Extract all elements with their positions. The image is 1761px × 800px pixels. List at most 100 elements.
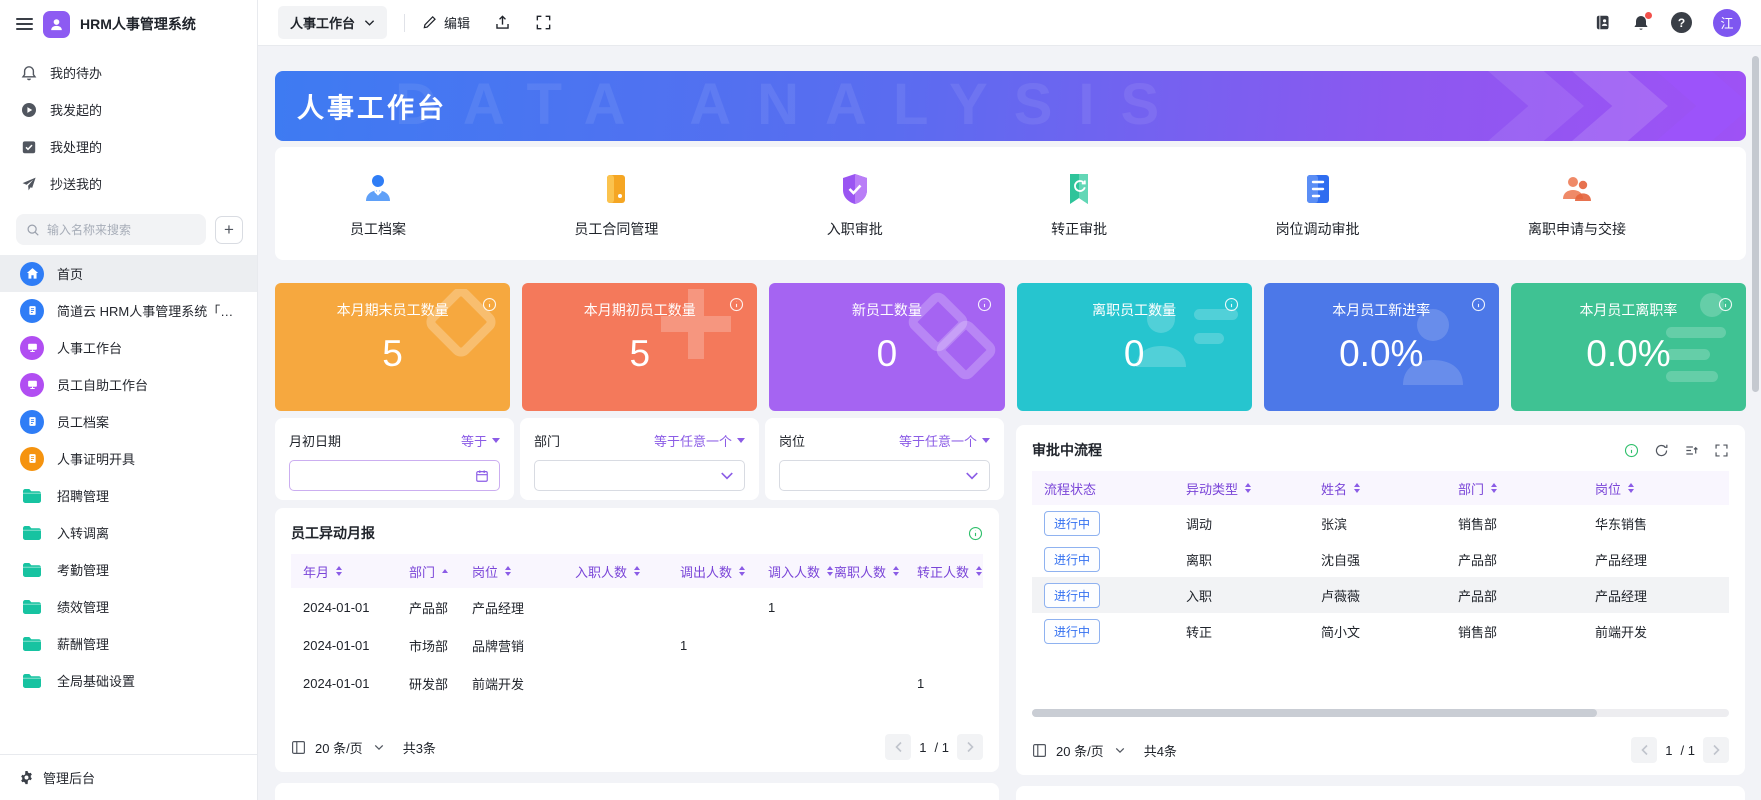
table-row[interactable]: 进行中 调动 张滨 销售部 华东销售 20 <box>1032 505 1729 541</box>
cell-yearmonth: 2024-01-01 <box>303 637 370 653</box>
position-select[interactable] <box>779 460 990 491</box>
search-input[interactable] <box>47 222 196 237</box>
stat-label: 本月员工离职率 <box>1579 302 1678 318</box>
column-header-clipped[interactable]: 提 <box>1720 479 1729 498</box>
stat-card-month-start-headcount: 本月期初员工数量 5 <box>522 283 758 411</box>
user-avatar[interactable]: 江 <box>1713 8 1741 37</box>
sidebar-item-processed-by-me[interactable]: 我处理的 <box>0 128 257 165</box>
sidebar-item-employee-self-workbench[interactable]: 员工自助工作台 <box>0 366 257 403</box>
menu-toggle-icon[interactable] <box>16 18 33 30</box>
notifications-button[interactable] <box>1632 11 1652 32</box>
column-header-clipped[interactable]: 期 <box>973 562 983 581</box>
fullscreen-button[interactable] <box>535 14 552 31</box>
sidebar-item-initiated-by-me[interactable]: 我发起的 <box>0 91 257 128</box>
page-layout-icon[interactable] <box>1032 743 1047 758</box>
info-icon[interactable] <box>482 297 497 315</box>
quick-action-contract-management[interactable]: 员工合同管理 <box>574 168 658 239</box>
info-icon[interactable] <box>1224 297 1239 315</box>
page-size-select[interactable]: 20 条/页 <box>315 740 363 756</box>
column-header-regularization-count[interactable]: 转正人数 <box>905 562 983 581</box>
edit-button[interactable]: 编辑 <box>422 13 470 32</box>
next-page-button[interactable] <box>957 734 983 760</box>
sidebar-item-onboard-transfer-leave[interactable]: 入转调离 <box>0 514 257 551</box>
column-header-position[interactable]: 岗位 <box>460 562 563 581</box>
page-select-dropdown[interactable]: 人事工作台 <box>278 6 388 39</box>
refresh-icon[interactable] <box>1654 443 1669 458</box>
add-app-button[interactable]: + <box>215 215 243 244</box>
card-decoration <box>394 287 504 402</box>
quick-action-transfer-approval[interactable]: 岗位调动审批 <box>1276 168 1360 239</box>
calendar-icon <box>476 469 488 482</box>
quick-action-onboarding-approval[interactable]: 入职审批 <box>827 168 883 239</box>
onboarding-shield-icon <box>834 168 876 210</box>
column-header-flow-status[interactable]: 流程状态 <box>1044 481 1097 497</box>
sidebar-item-my-todo[interactable]: 我的待办 <box>0 54 257 91</box>
quick-action-regularization-approval[interactable]: 转正审批 <box>1051 168 1107 239</box>
help-button[interactable]: ? <box>1671 12 1692 33</box>
sidebar-item-attendance[interactable]: 考勤管理 <box>0 551 257 588</box>
contacts-button[interactable] <box>1594 14 1611 31</box>
share-button[interactable] <box>494 14 511 31</box>
monthly-movement-panel: 员工异动月报 年月 部门 岗位 入职人数 调出人数 调入人数 离职人数 转正人数… <box>275 508 999 772</box>
fullscreen-icon[interactable] <box>1714 443 1729 458</box>
info-icon[interactable] <box>1624 443 1639 458</box>
info-icon[interactable] <box>977 297 992 315</box>
quick-action-employee-archive[interactable]: 员工档案 <box>350 168 406 239</box>
column-header-transfer-out-count[interactable]: 调出人数 <box>668 562 756 581</box>
chevron-down-icon[interactable] <box>1115 747 1125 754</box>
next-panel-edge <box>1016 786 1745 800</box>
column-header-onboard-count[interactable]: 入职人数 <box>563 562 668 581</box>
sidebar-item-label: 绩效管理 <box>57 600 110 615</box>
sidebar-item-global-settings[interactable]: 全局基础设置 <box>0 662 257 699</box>
column-header-movement-type[interactable]: 异动类型 <box>1174 479 1309 498</box>
info-icon[interactable] <box>729 297 744 315</box>
column-settings-icon[interactable] <box>1684 443 1699 458</box>
sidebar-item-cc-to-me[interactable]: 抄送我的 <box>0 165 257 202</box>
info-icon[interactable] <box>1471 297 1486 315</box>
info-icon[interactable] <box>1718 297 1733 315</box>
banner-chevron-decoration <box>1572 71 1668 141</box>
folder-icon <box>20 673 44 689</box>
prev-page-button[interactable] <box>1631 737 1658 763</box>
filter-condition-dropdown[interactable]: 等于 <box>461 431 500 450</box>
table-row[interactable]: 进行中 转正 简小文 销售部 前端开发 20 <box>1032 613 1729 649</box>
table-row[interactable]: 进行中 离职 沈自强 产品部 产品经理 20 <box>1032 541 1729 577</box>
next-page-button[interactable] <box>1703 737 1729 763</box>
notification-badge <box>1645 11 1652 19</box>
sidebar-item-hr-workbench[interactable]: 人事工作台 <box>0 329 257 366</box>
date-input[interactable] <box>289 460 500 491</box>
sidebar-item-hr-certificate[interactable]: 人事证明开具 <box>0 440 257 477</box>
sort-icon <box>1245 483 1252 493</box>
filter-condition-dropdown[interactable]: 等于任意一个 <box>654 431 745 450</box>
prev-page-button[interactable] <box>885 734 912 760</box>
column-header-position[interactable]: 岗位 <box>1583 479 1720 498</box>
horizontal-scrollbar-thumb[interactable] <box>1032 709 1597 717</box>
quick-action-label: 入职审批 <box>826 221 883 237</box>
table-row[interactable]: 进行中 入职 卢薇薇 产品部 产品经理 20 <box>1032 577 1729 613</box>
sidebar-item-home[interactable]: 首页 <box>0 255 257 292</box>
column-header-department[interactable]: 部门 <box>1446 479 1583 498</box>
next-panel-edge <box>275 783 999 800</box>
page-size-select[interactable]: 20 条/页 <box>1056 743 1104 759</box>
sidebar-item-label: 人事工作台 <box>57 341 123 356</box>
chevron-down-icon[interactable] <box>374 744 384 751</box>
column-header-yearmonth[interactable]: 年月 <box>291 562 397 581</box>
column-header-department[interactable]: 部门 <box>397 562 460 581</box>
filter-condition-dropdown[interactable]: 等于任意一个 <box>899 431 990 450</box>
play-circle-icon <box>22 102 36 117</box>
column-header-transfer-in-count[interactable]: 调入人数 <box>756 562 834 581</box>
sidebar-item-recruitment[interactable]: 招聘管理 <box>0 477 257 514</box>
department-select[interactable] <box>534 460 745 491</box>
page-layout-icon[interactable] <box>291 740 306 755</box>
quick-action-resignation-handover[interactable]: 离职申请与交接 <box>1528 168 1626 239</box>
sidebar-item-employee-archive[interactable]: 员工档案 <box>0 403 257 440</box>
sidebar-item-performance[interactable]: 绩效管理 <box>0 588 257 625</box>
sidebar-item-jiandaoyun-hrm[interactable]: 简道云 HRM人事管理系统「必... <box>0 292 257 329</box>
column-header-resign-count[interactable]: 离职人数 <box>822 562 905 581</box>
vertical-scrollbar-thumb[interactable] <box>1752 56 1759 392</box>
admin-console-button[interactable]: 管理后台 <box>0 754 257 800</box>
info-icon[interactable] <box>968 526 983 541</box>
column-header-name[interactable]: 姓名 <box>1309 479 1446 498</box>
sidebar-item-salary[interactable]: 薪酬管理 <box>0 625 257 662</box>
